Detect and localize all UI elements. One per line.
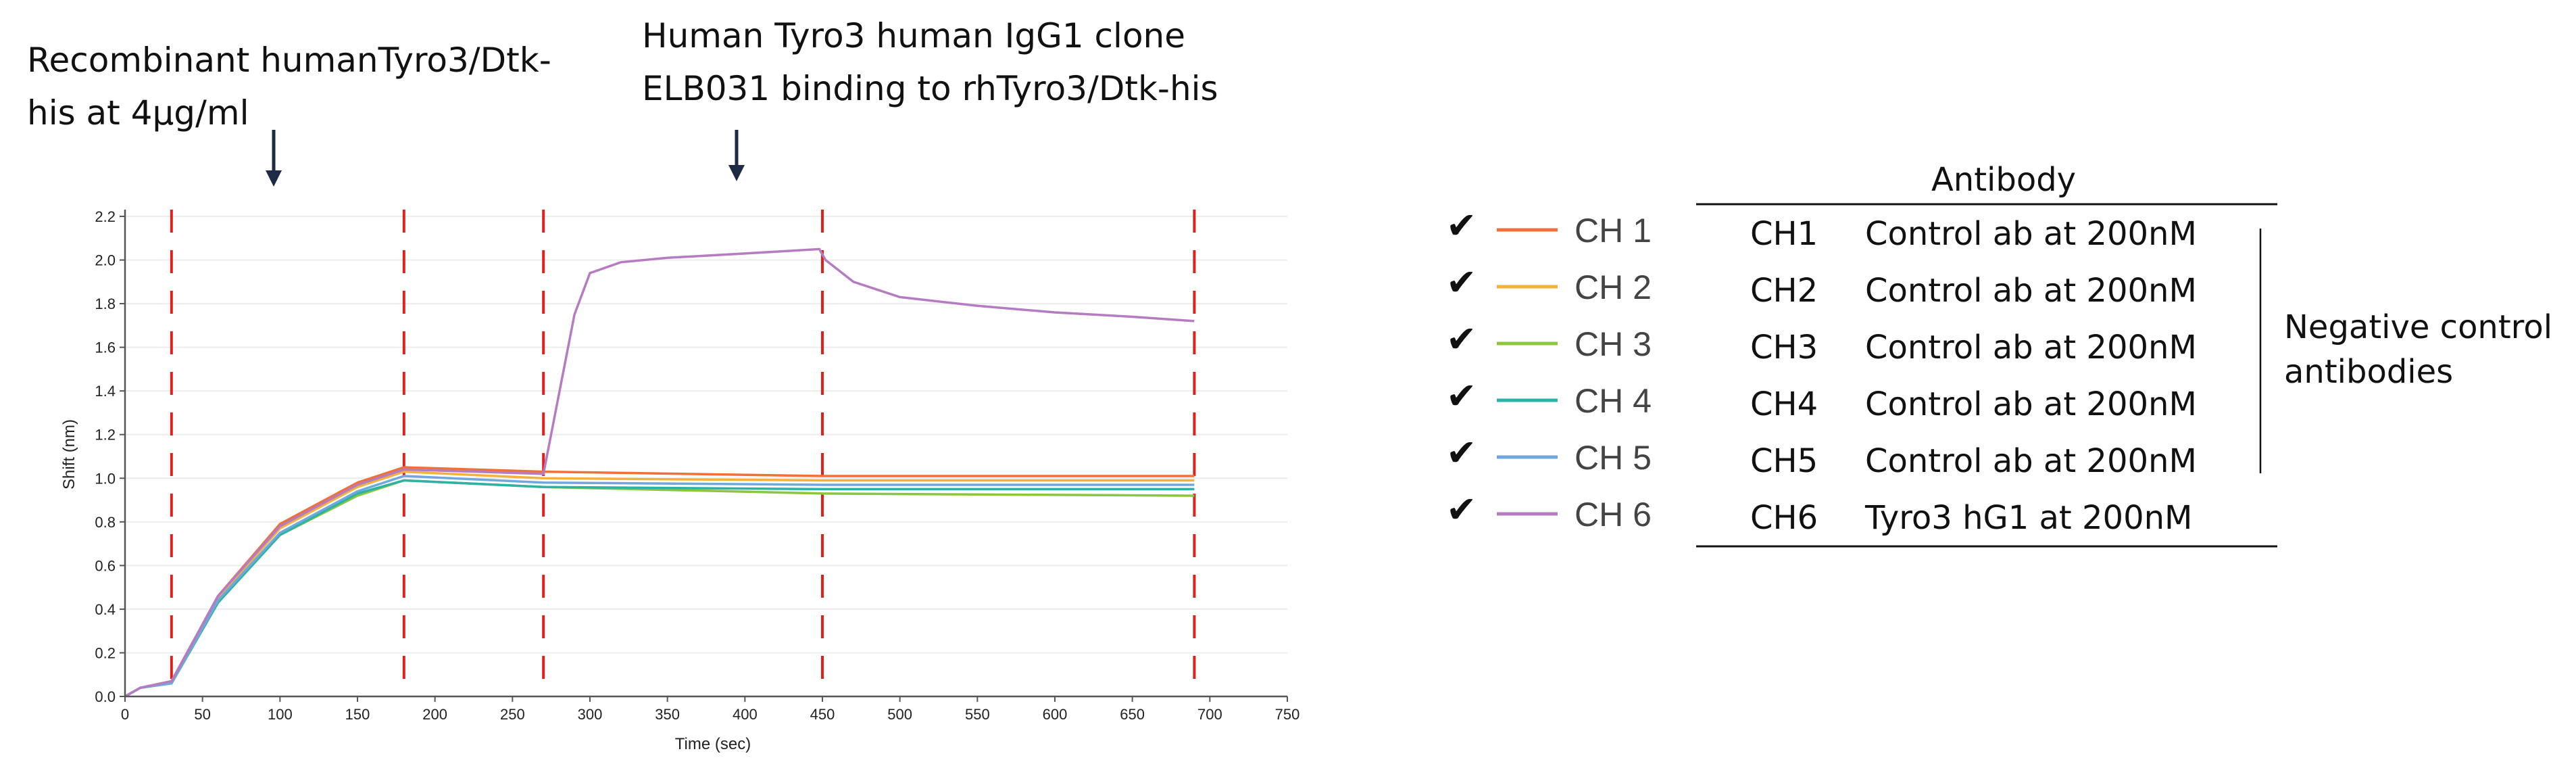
table-cell-channel: CH6 [1750,499,1818,537]
series-line-ch3 [124,479,1195,698]
series-line-ch1 [124,466,1195,698]
table-cell-antibody: Control ab at 200nM [1865,329,2197,366]
x-tick-label: 700 [1197,706,1222,723]
legend-label: CH 6 [1575,496,1652,533]
legend-label: CH 5 [1575,439,1652,477]
group-label-line: antibodies [2284,353,2453,391]
y-tick-label: 1.0 [95,470,116,487]
x-tick-label: 350 [655,706,680,723]
table-cell-antibody: Control ab at 200nM [1865,272,2197,310]
y-tick-label: 0.6 [95,557,116,574]
x-tick-label: 550 [965,706,990,723]
sensorgram-chart: 0.0 0.2 0.4 0.6 0.8 1.0 1.2 1.4 1.6 1.8 2.0 2.2 0 50… [60,208,1299,753]
y-tick-label: 0.2 [95,644,116,661]
y-tick-label: 1.2 [95,427,116,444]
series-line-ch2 [124,470,1195,698]
table-row: CH2 Control ab at 200nM [1750,272,2197,310]
series-line-ch6 [124,247,1195,698]
x-tick-label: 150 [345,706,370,723]
down-arrow-icon [728,130,745,181]
y-tick-label: 2.2 [95,208,116,225]
legend-label: CH 1 [1575,212,1652,250]
y-tick-label: 1.6 [95,339,116,356]
annotation-line: Recombinant humanTyro3/Dtk- [27,41,551,80]
x-tick-label: 200 [422,706,447,723]
table-cell-antibody: Control ab at 200nM [1865,215,2197,253]
x-tick-labels: 0 50 100 150 200 250 300 350 400 450 500 550 600 650 7… [121,696,1299,723]
checkmark-icon[interactable]: ✔ [1446,375,1477,417]
table-row: CH3 Control ab at 200nM [1750,329,2197,366]
annotation-loading-step: Recombinant humanTyro3/Dtk- his at 4µg/m… [27,34,581,139]
down-arrow-icon [266,130,282,187]
annotation-line: his at 4µg/ml [27,93,249,133]
annotation-line: Human Tyro3 human IgG1 clone [642,16,1185,55]
y-tick-label: 1.4 [95,383,116,400]
x-tick-label: 0 [121,706,129,723]
table-row: CH1 Control ab at 200nM [1750,215,2197,253]
x-tick-label: 450 [810,706,835,723]
series-lines [124,247,1195,698]
y-tick-label: 2.0 [95,252,116,269]
legend-label: CH 4 [1575,382,1652,420]
annotation-binding-step: Human Tyro3 human IgG1 clone ELB031 bind… [642,9,1318,115]
checkmark-icon[interactable]: ✔ [1446,318,1477,360]
antibody-table: Antibody CH1 Control ab at 200nM CH2 Contro… [1696,161,2552,548]
step-markers [170,210,1196,696]
x-tick-label: 400 [733,706,758,723]
table-cell-channel: CH4 [1750,385,1818,423]
table-row: CH5 Control ab at 200nM [1750,442,2197,480]
gridlines [125,216,1287,697]
x-tick-label: 250 [500,706,525,723]
table-cell-antibody: Tyro3 hG1 at 200nM [1864,499,2192,537]
group-label-line: Negative control [2284,308,2552,346]
axes [124,210,1287,698]
checkmark-icon[interactable]: ✔ [1446,261,1477,304]
x-tick-label: 300 [578,706,603,723]
table-row: CH6 Tyro3 hG1 at 200nM [1750,499,2192,537]
table-cell-antibody: Control ab at 200nM [1865,442,2197,480]
x-tick-label: 50 [194,706,210,723]
y-tick-label: 0.0 [95,688,116,705]
checkmark-icon[interactable]: ✔ [1446,488,1477,531]
y-tick-label: 0.8 [95,514,116,531]
series-line-ch4 [124,479,1195,698]
table-cell-channel: CH2 [1750,272,1818,310]
x-tick-label: 650 [1120,706,1145,723]
table-rows: CH1 Control ab at 200nM CH2 Control ab at 2… [1750,215,2197,537]
legend-label: CH 3 [1575,325,1652,363]
x-tick-label: 750 [1275,706,1300,723]
x-tick-label: 500 [887,706,912,723]
series-line-ch5 [124,475,1195,698]
table-cell-channel: CH5 [1750,442,1818,480]
y-tick-label: 1.8 [95,295,116,312]
y-tick-labels: 0.0 0.2 0.4 0.6 0.8 1.0 1.2 1.4 1.6 1.8 2.0 2.2 [95,208,125,705]
y-axis-title: Shift (nm) [60,419,78,490]
checkmark-icon[interactable]: ✔ [1446,204,1477,247]
table-cell-antibody: Control ab at 200nM [1865,385,2197,423]
x-axis-title: Time (sec) [675,735,751,753]
table-header: Antibody [1931,161,2076,199]
y-tick-label: 0.4 [95,601,116,618]
checkmark-icon[interactable]: ✔ [1446,431,1477,474]
legend: ✔ CH 1 ✔ CH 2 ✔ CH 3 ✔ CH 4 ✔ CH 5 ✔ CH 6 [1446,204,1652,533]
x-tick-label: 100 [268,706,293,723]
legend-label: CH 2 [1575,268,1652,306]
table-row: CH4 Control ab at 200nM [1750,385,2197,423]
x-tick-label: 600 [1043,706,1068,723]
table-cell-channel: CH1 [1750,215,1818,253]
annotation-line: ELB031 binding to rhTyro3/Dtk-his [642,69,1218,108]
table-cell-channel: CH3 [1750,329,1818,366]
